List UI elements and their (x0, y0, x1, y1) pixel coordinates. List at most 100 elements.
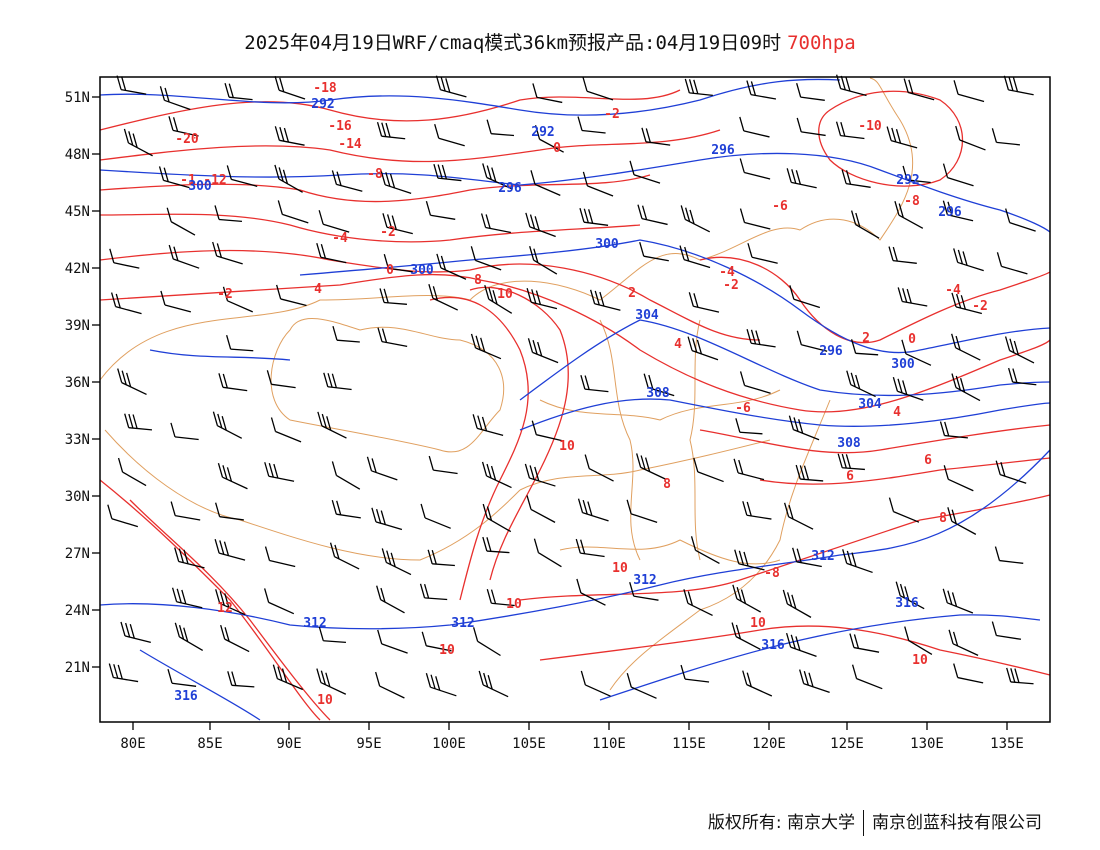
wind-barb (274, 126, 305, 146)
temperature-label: -14 (338, 137, 362, 152)
wind-barb (637, 204, 668, 226)
temperature-label: -6 (735, 401, 751, 416)
wind-barb (626, 672, 657, 699)
height-label: 304 (635, 308, 659, 323)
copyright-text: 版权所有: 南京大学 (707, 813, 855, 833)
temperature-label: 6 (846, 469, 854, 484)
wind-barb (1007, 367, 1037, 386)
wind-barb (629, 160, 661, 184)
temperature-label: -2 (380, 225, 396, 240)
wind-barb (108, 663, 139, 683)
temperature-label: -4 (945, 283, 961, 298)
wind-barb (683, 589, 713, 616)
wind-barb (746, 80, 777, 100)
temperature-label: -10 (858, 119, 882, 134)
lat-tick-label: 24N (65, 603, 90, 619)
lat-tick-label: 21N (65, 660, 90, 676)
interior-boundary-3 (559, 539, 781, 565)
wind-barb (901, 339, 932, 366)
wind-barb (160, 290, 192, 313)
wind-barb (579, 208, 609, 226)
wind-barb (1006, 667, 1034, 685)
wind-barb (796, 117, 826, 137)
wind-barb (904, 626, 933, 655)
wind-barb (895, 581, 925, 610)
footer: 版权所有: 南京大学 南京创蓝科技有限公司 (708, 808, 1042, 836)
wind-barb (482, 163, 513, 190)
wind-barb (841, 169, 871, 188)
height-label: 308 (837, 436, 861, 451)
wind-barb (383, 254, 413, 273)
wind-barb (991, 128, 1021, 146)
wind-barb (272, 664, 304, 691)
height-contour (519, 398, 1051, 431)
height-label: 316 (761, 638, 785, 653)
wind-barb (433, 163, 462, 182)
wind-barb (168, 244, 200, 269)
wind-barb (580, 670, 611, 697)
wind-barb (783, 502, 814, 530)
temperature-contour (759, 457, 1051, 485)
height-label: 316 (895, 596, 919, 611)
height-label: 300 (188, 179, 212, 194)
wind-barb (742, 501, 772, 520)
wind-barb (428, 284, 459, 311)
wind-barb (377, 629, 408, 654)
lat-tick-label: 36N (65, 375, 90, 391)
temperature-label: 0 (553, 141, 561, 156)
temperature-label: 4 (674, 337, 682, 352)
wind-barb (212, 241, 243, 265)
temperature-label: -2 (972, 299, 988, 314)
wind-barb (116, 75, 147, 95)
wind-barb (1003, 75, 1034, 96)
wind-barb (894, 201, 924, 229)
temperature-label: 10 (559, 439, 575, 454)
temperature-label: -2 (604, 107, 620, 122)
wind-barb (850, 210, 880, 239)
lon-tick-label: 95E (356, 736, 381, 752)
temperature-label: -8 (904, 194, 920, 209)
wind-barb (995, 460, 1027, 484)
wind-barbs (107, 74, 1037, 699)
temperature-contour (99, 479, 321, 721)
temperature-contour (818, 90, 963, 187)
wind-barb (942, 588, 974, 614)
height-label: 300 (410, 263, 434, 278)
wind-barb (526, 495, 556, 523)
wind-barb (526, 288, 558, 310)
height-label: 312 (303, 616, 326, 631)
wind-barb (842, 549, 873, 574)
wind-barb (1005, 208, 1036, 232)
wind-barb (420, 503, 451, 529)
wind-barb (731, 622, 761, 650)
wind-barb (688, 292, 720, 313)
wind-barb (994, 546, 1024, 564)
wind-barb (851, 664, 883, 690)
wind-barb (486, 589, 515, 607)
interior-boundary-4 (599, 319, 641, 561)
wind-barb (323, 372, 352, 391)
wind-barb (482, 536, 510, 554)
wind-barb (788, 415, 820, 441)
wind-barb (643, 373, 675, 397)
temperature-label: 8 (663, 477, 671, 492)
wind-barb (796, 82, 825, 101)
wind-barb (782, 589, 812, 618)
wind-barb (117, 457, 147, 487)
height-label: 312 (811, 549, 834, 564)
temperature-contour (99, 89, 681, 131)
wind-barb (470, 333, 502, 360)
wind-barb (580, 374, 609, 393)
temperature-label: 2 (862, 331, 870, 346)
wind-barb (472, 627, 501, 657)
wind-barb (996, 252, 1028, 275)
temperature-label: 4 (893, 405, 901, 420)
wind-barb (174, 622, 204, 652)
province-boundaries (99, 77, 914, 691)
wind-barb (472, 414, 504, 437)
wind-barb (530, 170, 561, 196)
wind-barb (577, 498, 609, 522)
lon-tick-label: 135E (990, 736, 1024, 752)
wind-barb (739, 158, 771, 180)
temperature-contour (129, 499, 331, 721)
